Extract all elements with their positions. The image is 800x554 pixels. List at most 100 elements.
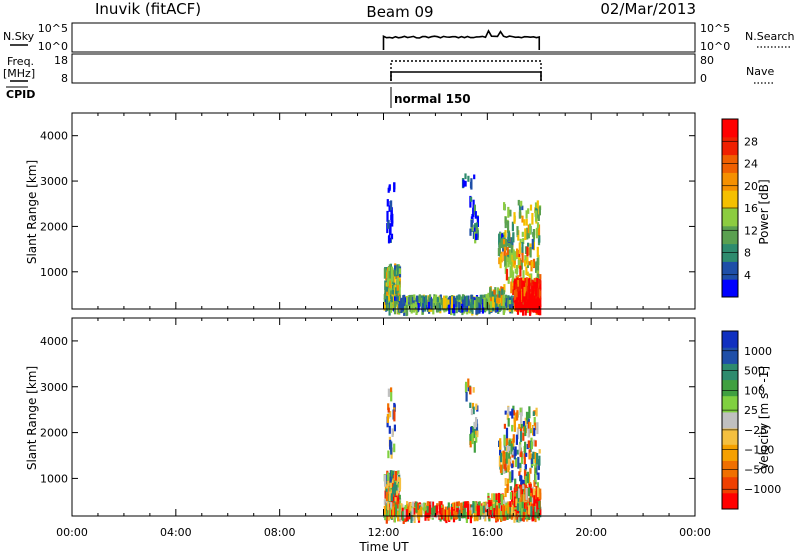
range-cell [538,279,542,285]
range-cell [500,303,503,310]
range-cell [518,488,521,498]
range-cell [537,509,540,518]
colorbar-tick-label: −500 [744,463,774,476]
range-cell [387,187,390,193]
range-cell [449,509,452,521]
range-cell [417,508,421,521]
range-cell [503,251,506,256]
range-cell [384,483,387,491]
y-tick-label: 4000 [40,335,68,348]
range-cell [530,273,533,285]
range-cell [537,300,540,310]
range-cell [527,224,530,234]
nsky-trace [382,29,541,50]
range-cell [430,298,433,310]
range-cell [525,266,528,275]
date-title: 02/Mar/2013 [600,0,696,18]
range-cell [480,304,483,312]
range-cell [505,268,509,281]
range-cell [390,441,393,452]
range-cell [390,290,393,299]
colorbar-tick-label: −100 [744,444,774,457]
range-cell [387,294,390,302]
range-cell [525,510,528,520]
range-cell [430,501,433,513]
range-cell [505,452,508,464]
range-cell [475,434,478,443]
range-cell [391,478,394,484]
range-cell [455,295,459,302]
range-cell [433,505,436,515]
range-cell [390,447,393,455]
range-cell [520,508,523,519]
colorbar-swatch [722,225,738,245]
range-cell [537,472,540,480]
range-cell [526,444,529,450]
range-cell [527,440,530,448]
range-cell [506,484,509,493]
range-cell [521,479,524,488]
range-cell [504,216,507,229]
range-cell [514,457,518,468]
range-cell [509,486,513,491]
range-cell [526,227,529,240]
range-cell [502,294,505,307]
velocity-cbar-label: Velocity [m s^-1] [757,366,771,470]
range-cell [395,480,398,486]
range-cell [525,411,529,421]
range-cell [404,504,407,510]
range-cell [424,295,428,305]
range-cell [526,471,529,484]
range-cell [520,497,523,509]
range-cell [513,417,516,422]
range-cell [538,455,541,466]
colorbar-swatch [722,460,738,478]
cpid-program: normal 150 [394,92,471,106]
range-cell [398,477,402,489]
range-cell [535,485,538,492]
range-cell [397,476,400,482]
range-cell [425,511,428,517]
range-cell [499,449,502,456]
range-cell [465,391,468,402]
range-cell [423,296,426,304]
range-cell [438,296,441,303]
range-cell [527,421,531,434]
range-cell [512,232,515,243]
range-cell [392,496,395,504]
range-cell [520,475,523,487]
range-cell [465,381,468,393]
range-cell [510,245,513,253]
range-cell [384,474,387,487]
range-cell [507,418,510,427]
range-cell [395,299,398,305]
range-cell [383,268,386,279]
range-cell [508,299,511,305]
range-cell [535,227,538,239]
range-cell [507,465,510,473]
range-cell [501,451,504,461]
range-cell [511,221,514,232]
range-cell [439,300,442,312]
colorbar-tick-label: 4 [744,269,751,282]
range-cell [500,453,503,463]
range-cell [427,301,431,310]
range-cell [398,275,401,281]
range-cell [519,486,522,498]
range-cell [487,292,490,298]
colorbar-tick-label: 12 [744,224,758,237]
range-cell [524,425,527,437]
range-cell [411,508,414,515]
range-cell [387,271,390,280]
range-cell [527,242,530,247]
range-cell [395,484,398,496]
range-cell [400,503,403,512]
range-cell [398,494,401,500]
range-cell [513,290,517,301]
y-tick-label: 3000 [40,175,68,188]
nsky-label: N.Sky [3,30,35,43]
range-cell [413,511,416,523]
range-cell [393,274,396,283]
range-cell [521,215,524,223]
range-cell [388,304,391,316]
